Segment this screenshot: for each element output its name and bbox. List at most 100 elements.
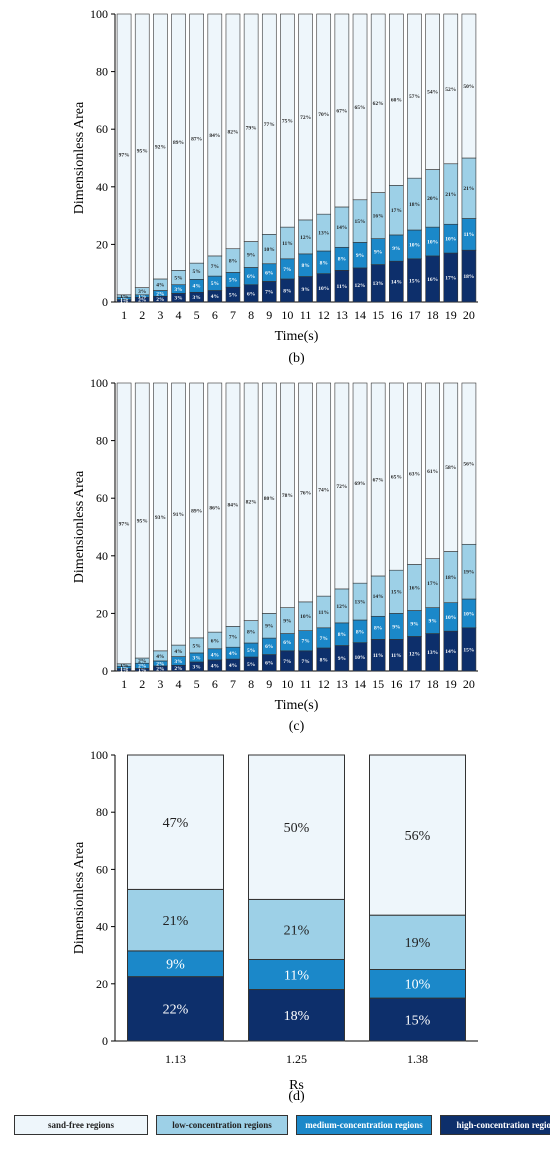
bar-value-label-b: 9%	[392, 246, 400, 252]
bar-value-label-c: 5%	[193, 643, 201, 649]
bar-segment-b	[316, 13, 332, 215]
bar-value-label-c: 7%	[229, 635, 237, 641]
bar-value-label-b: 65%	[355, 105, 366, 111]
bar-value-label-c: 8%	[374, 626, 382, 632]
x-tick-label-c: 1	[121, 677, 127, 691]
bar-value-label-c: 10%	[463, 611, 474, 617]
bar-segment-b	[443, 13, 459, 165]
x-tick-label-b: 20	[463, 308, 475, 322]
bar-value-label-c: 4%	[229, 651, 237, 657]
x-tick-label-c: 17	[408, 677, 420, 691]
bar-value-label-b: 89%	[173, 140, 184, 146]
x-tick-label-b: 12	[318, 308, 330, 322]
bar-value-label-b: 5%	[211, 281, 219, 287]
bar-value-label-c: 9%	[392, 624, 400, 630]
bar-value-label-c: 12%	[336, 604, 347, 610]
bar-value-label-c: 7%	[283, 659, 291, 665]
x-tick-label-c: 2	[139, 677, 145, 691]
bar-value-label-b: 21%	[445, 192, 456, 198]
bar-value-label-c: 10%	[300, 614, 311, 620]
bar-value-label-c: 9%	[283, 619, 291, 625]
bar-value-label-c: 4%	[174, 649, 182, 655]
x-tick-label-b: 1	[121, 308, 127, 322]
bar-value-label-b: 3%	[138, 289, 146, 295]
bar-value-label-b: 4%	[193, 284, 201, 290]
bar-value-label-c: 7%	[301, 659, 309, 665]
bar-value-label-c: 8%	[356, 629, 364, 635]
bar-value-label-c: 11%	[318, 610, 329, 616]
bar-value-label-b: 21%	[463, 186, 474, 192]
bar-value-label-d: 21%	[163, 914, 189, 929]
x-tick-label-c: 12	[318, 677, 330, 691]
bar-segment-b	[461, 13, 477, 159]
panel-label-b: (b)	[288, 351, 305, 366]
bar-value-label-c: 95%	[137, 518, 148, 524]
bar-value-label-b: 9%	[374, 250, 382, 256]
bar-value-label-c: 58%	[445, 465, 456, 471]
bar-value-label-c: 3%	[174, 659, 182, 665]
y-tick-label-d: 40	[96, 920, 108, 934]
bar-segment-c	[407, 382, 422, 565]
bar-segment-d	[248, 754, 345, 900]
bar-value-label-c: 9%	[410, 621, 418, 627]
bar-value-label-b: 52%	[445, 87, 456, 93]
bar-segment-c	[116, 382, 132, 665]
bar-value-label-d: 22%	[163, 1003, 189, 1018]
bar-value-label-b: 60%	[391, 98, 402, 104]
x-tick-label-c: 3	[157, 677, 163, 691]
x-tick-label-b: 2	[139, 308, 145, 322]
bar-value-label-c: 14%	[373, 594, 384, 600]
x-tick-label-c: 7	[230, 677, 236, 691]
y-tick-label-b: 100	[90, 7, 108, 21]
bar-segment-b	[225, 13, 241, 250]
x-axis-label-c: Time(s)	[275, 698, 319, 713]
bar-value-label-b: 17%	[391, 208, 402, 214]
bar-value-label-b: 7%	[211, 264, 219, 270]
bar-value-label-c: 69%	[355, 481, 366, 487]
bar-segment-c	[461, 382, 477, 545]
y-tick-label-c: 40	[96, 549, 108, 563]
bar-value-label-b: 13%	[373, 281, 384, 287]
bar-segment-d	[127, 950, 224, 978]
legend-item-low-concentration: low-concentration regions	[156, 1115, 288, 1135]
x-tick-label-c: 13	[336, 677, 348, 691]
bar-value-label-c: 4%	[156, 654, 164, 660]
x-tick-label-d: 1.13	[165, 1052, 186, 1066]
bar-value-label-c: 72%	[336, 484, 347, 490]
bar-value-label-b: 10%	[427, 239, 438, 245]
bar-value-label-c: 15%	[463, 647, 474, 653]
panel-label-d: (d)	[288, 1089, 305, 1104]
bar-segment-c	[280, 382, 295, 608]
x-tick-label-b: 17	[408, 308, 420, 322]
y-tick-label-b: 40	[96, 180, 108, 194]
bar-value-label-b: 8%	[338, 257, 346, 263]
bar-value-label-d: 50%	[284, 821, 310, 836]
bar-segment-b	[370, 13, 386, 193]
bar-value-label-b: 7%	[283, 267, 291, 273]
bar-segment-d	[127, 888, 224, 952]
bar-segment-c	[261, 382, 277, 614]
y-axis-label-c: Dimensionless Area	[72, 470, 87, 583]
bar-value-label-c: 8%	[338, 632, 346, 638]
bar-value-label-b: 95%	[137, 149, 148, 155]
bar-value-label-b: 14%	[391, 280, 402, 286]
y-tick-label-c: 80	[96, 434, 108, 448]
y-tick-label-c: 0	[102, 664, 108, 678]
bar-value-label-b: 15%	[355, 219, 366, 225]
bar-value-label-c: 2%	[174, 666, 182, 672]
x-tick-label-c: 14	[354, 677, 366, 691]
bar-segment-b	[407, 13, 422, 179]
legend-item-sand-free: sand-free regions	[14, 1115, 148, 1135]
panel-label-c: (c)	[289, 719, 305, 734]
bar-value-label-c: 6%	[211, 638, 219, 644]
bar-value-label-c: 86%	[209, 505, 220, 511]
bar-value-label-c: 56%	[463, 462, 474, 468]
bar-segment-c	[352, 382, 368, 584]
bar-segment-b	[134, 13, 150, 288]
bar-segment-c	[189, 382, 204, 639]
y-axis-label-b: Dimensionless Area	[72, 101, 87, 214]
bar-segment-c	[243, 382, 259, 621]
bar-value-label-c: 93%	[155, 515, 166, 521]
bar-value-label-b: 97%	[119, 152, 130, 158]
